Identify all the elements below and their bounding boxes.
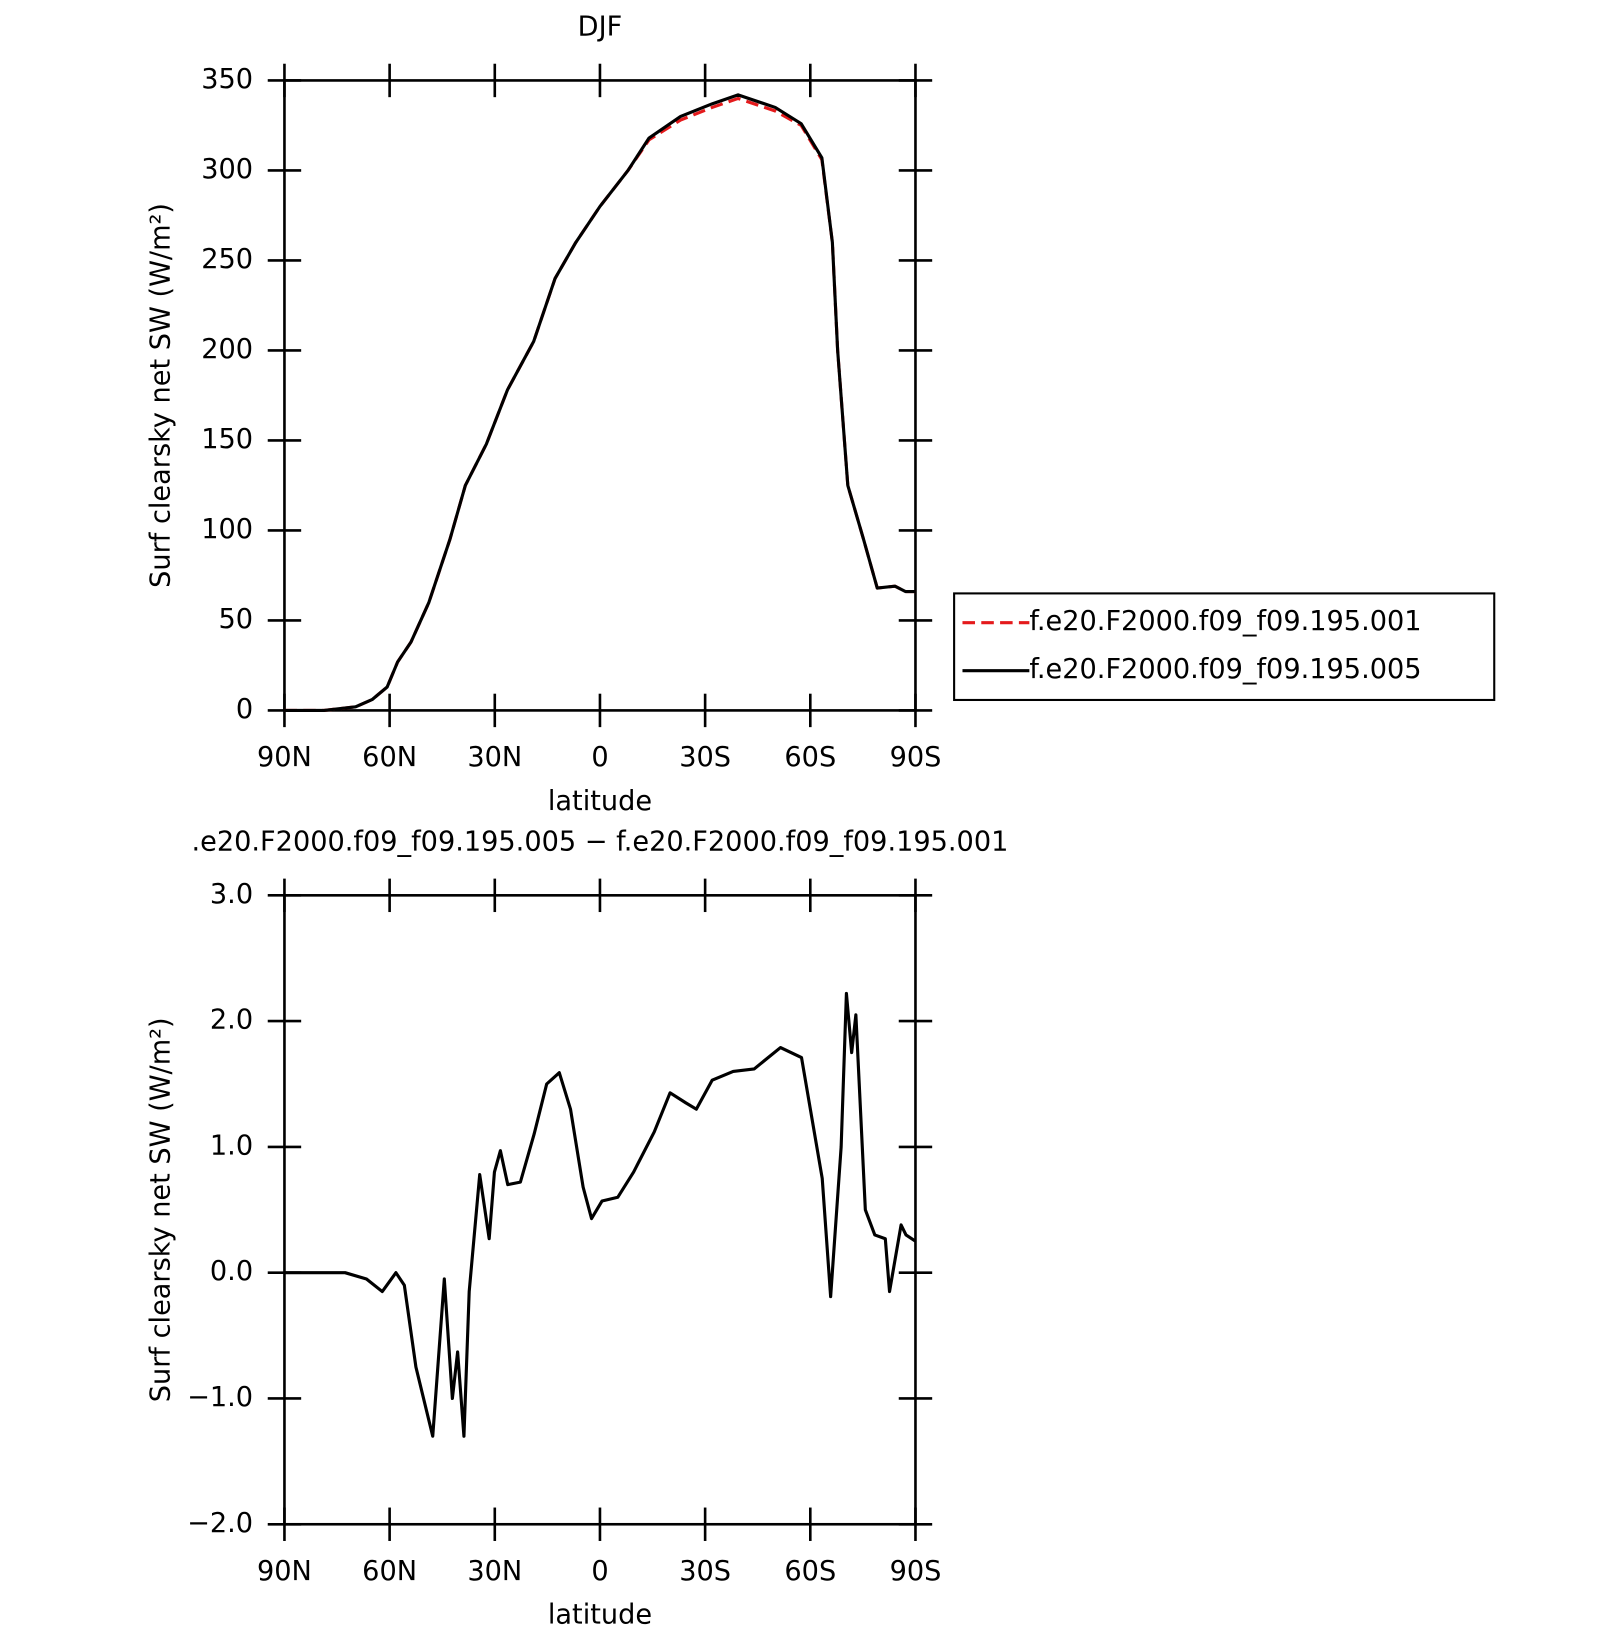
y-tick-label: −2.0	[187, 1508, 253, 1539]
y-tick-label: −1.0	[187, 1382, 253, 1413]
x-tick-label: 30N	[467, 1556, 522, 1587]
y-tick-label: 3.0	[210, 879, 253, 910]
x-tick-label: 0	[591, 1556, 608, 1587]
x-tick-label: 0	[591, 742, 608, 773]
y-axis-label: Surf clearsky net SW (W/m²)	[146, 203, 177, 588]
x-tick-label: 60N	[362, 1556, 417, 1587]
x-axis-label: latitude	[548, 1600, 652, 1631]
chart-title: DJF	[578, 12, 623, 43]
data-line	[284, 991, 917, 1438]
x-tick-label: 90S	[890, 742, 942, 773]
y-tick-label: 200	[201, 334, 253, 365]
chart-title: .e20.F2000.f09_f09.195.005 − f.e20.F2000…	[192, 827, 1009, 858]
plot-frame	[283, 79, 917, 712]
legend-label: f.e20.F2000.f09_f09.195.005	[1029, 654, 1421, 685]
x-tick-label: 30N	[467, 742, 522, 773]
y-tick-label: 250	[201, 244, 253, 275]
x-tick-label: 30S	[679, 1556, 731, 1587]
legend-label: f.e20.F2000.f09_f09.195.001	[1029, 606, 1421, 637]
x-tick-label: 60S	[784, 1556, 836, 1587]
plot-frame	[283, 894, 917, 1526]
y-tick-label: 300	[201, 154, 253, 185]
y-tick-label: 2.0	[210, 1005, 253, 1036]
data-line	[284, 96, 916, 712]
y-tick-label: 150	[201, 424, 253, 455]
x-tick-label: 60N	[362, 742, 417, 773]
y-tick-label: 1.0	[210, 1130, 253, 1161]
x-tick-label: 30S	[679, 742, 731, 773]
x-tick-label: 90N	[257, 742, 312, 773]
x-tick-label: 90S	[890, 1556, 942, 1587]
y-axis-label: Surf clearsky net SW (W/m²)	[146, 1017, 177, 1402]
y-tick-label: 0	[236, 694, 253, 725]
data-line	[284, 93, 916, 712]
y-tick-label: 50	[219, 604, 254, 635]
y-tick-label: 100	[201, 514, 253, 545]
y-tick-label: 350	[201, 64, 253, 95]
legend-box	[953, 592, 1496, 702]
y-tick-label: 0.0	[210, 1256, 253, 1287]
x-tick-label: 60S	[784, 742, 836, 773]
x-axis-label: latitude	[548, 786, 652, 817]
x-tick-label: 90N	[257, 1556, 312, 1587]
